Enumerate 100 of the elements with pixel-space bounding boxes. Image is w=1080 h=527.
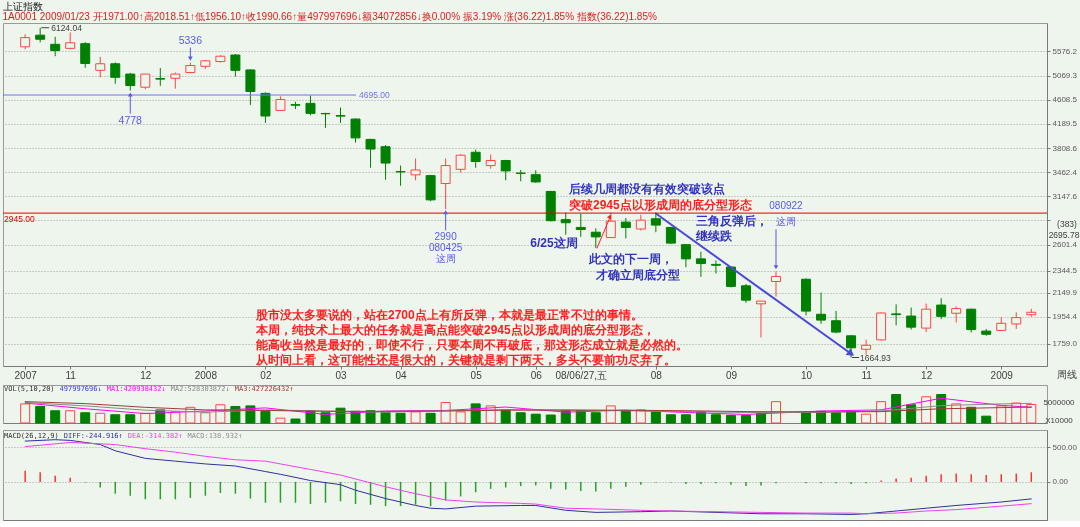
candlestick [110, 61, 121, 85]
annotation: 本周，纯技术上最大的任务就是高点能突破2945点以形成周的底分型形态， [255, 322, 655, 337]
candlestick [320, 112, 331, 129]
x-tick-label: 12 [921, 369, 933, 381]
candlestick [470, 149, 481, 169]
ref-line-label: 2945.00 [4, 214, 35, 225]
bar [530, 413, 541, 424]
bar [620, 410, 631, 424]
annotation: 6124.04 [51, 22, 83, 33]
bar [500, 409, 511, 424]
bar [575, 410, 586, 424]
bar [831, 412, 842, 424]
candlestick [380, 144, 391, 181]
y-tick-label: 3808.6 [1052, 143, 1078, 153]
y-tick-label: 5069.3 [1052, 71, 1078, 81]
x-tick-label: 12 [140, 369, 152, 381]
chart-title: 上证指数 [2, 1, 43, 12]
candlestick [921, 303, 932, 333]
x-tick-label: 05 [470, 369, 483, 381]
text: (383) [1057, 219, 1078, 230]
annotation: 080922 这周 [769, 200, 804, 228]
y-tick-label: 3462.4 [1052, 167, 1078, 177]
x-tick-label: 08 [650, 369, 663, 381]
y-tick-label: 2149.9 [1052, 288, 1078, 298]
candlestick [590, 227, 601, 249]
candlestick [440, 157, 451, 210]
annotation: 此文的下一周， [587, 251, 673, 266]
bar [650, 410, 661, 424]
candlestick [245, 68, 256, 106]
annotation: 4778 [118, 113, 143, 126]
y-tick-label: 2601.4 [1052, 240, 1078, 250]
candlestick [365, 138, 376, 169]
annotation: 突破2945点以形成周的底分型形态 [568, 197, 753, 212]
bar [35, 405, 46, 424]
bar [515, 412, 526, 424]
candlestick [305, 95, 316, 116]
candlestick [906, 307, 917, 330]
candlestick [50, 36, 61, 57]
candlestick [740, 283, 751, 304]
annotation: 才确立周底分型 [595, 268, 680, 283]
annotation: 能高收当然是最好的，即使不行，只要本周不再破底，那这形态成立就是必然的。 [256, 338, 688, 353]
bar [846, 411, 857, 424]
bar [125, 414, 136, 424]
text: 5000000 [1043, 398, 1076, 407]
y-tick-label: 5576.2 [1052, 46, 1078, 56]
bar [966, 406, 977, 424]
x-tick-label: 2009 [990, 369, 1014, 381]
y-tick-label: 0.00 [1052, 477, 1069, 487]
bar [50, 410, 61, 424]
candlestick [455, 153, 466, 174]
candlestick [560, 212, 571, 236]
x-tick-label: 2007 [14, 369, 38, 381]
annotation: 后续几周都没有有效突破该点 [568, 181, 725, 196]
annotation: 5336 [178, 33, 203, 46]
candlestick [410, 157, 421, 181]
bar [545, 414, 556, 424]
annotation: 2990 080425 这周 [428, 231, 463, 265]
candlestick [620, 217, 631, 239]
x-tick-label: 03 [335, 369, 348, 381]
candlestick [816, 292, 827, 325]
candlestick [95, 56, 106, 78]
text: 2695.78 [1048, 229, 1080, 240]
candlestick [395, 165, 406, 187]
candlestick [80, 41, 91, 69]
chart-subtitle: 1A0001 2009/01/23 开1971.00↑高2018.51↑低1956.10↑收1990.66↑量497997696↓额34072856↓换0.00% 振3.19% 涨(36.22)1.85% 指数(36.22)1.85% [2, 11, 657, 22]
bar [110, 414, 121, 424]
bar [740, 414, 751, 424]
candlestick [350, 117, 361, 144]
y-tick-label: 4189.5 [1052, 119, 1078, 129]
text: 周线 [1057, 369, 1077, 380]
bar [380, 412, 391, 424]
text: X10000 [1045, 416, 1074, 425]
x-tick-label: 2008 [194, 369, 218, 381]
x-tick-label: 11 [861, 369, 873, 381]
x-tick-label: 04 [395, 369, 408, 381]
y-tick-label: 2344.5 [1052, 266, 1078, 276]
candlestick [575, 213, 586, 238]
candlestick [891, 303, 902, 326]
bar [80, 412, 91, 424]
ref-line-label: 4695.00 [359, 90, 390, 101]
candlestick [680, 243, 691, 268]
candlestick [770, 270, 781, 298]
annotation: 股市没太多要说的，站在2700点上有所反弹，本就是最正常不过的事情。 [255, 307, 643, 322]
x-tick-label: 08/06/27,五 [555, 369, 608, 381]
candlestick [695, 251, 706, 278]
bar [981, 415, 992, 424]
y-tick-label: 1759.0 [1052, 339, 1078, 349]
candlestick [710, 259, 721, 274]
candlestick [260, 91, 271, 124]
x-tick-label: 09 [725, 369, 738, 381]
bar [290, 418, 301, 424]
y-tick-label: 3147.6 [1052, 191, 1078, 201]
bar [425, 412, 436, 424]
bar [725, 414, 736, 424]
bar [260, 410, 271, 424]
candlestick [650, 213, 661, 233]
x-tick-label: 02 [260, 369, 272, 381]
bar [395, 412, 406, 424]
y-tick-label: 1954.4 [1052, 312, 1078, 322]
annotation: 继续跌 [695, 229, 733, 244]
